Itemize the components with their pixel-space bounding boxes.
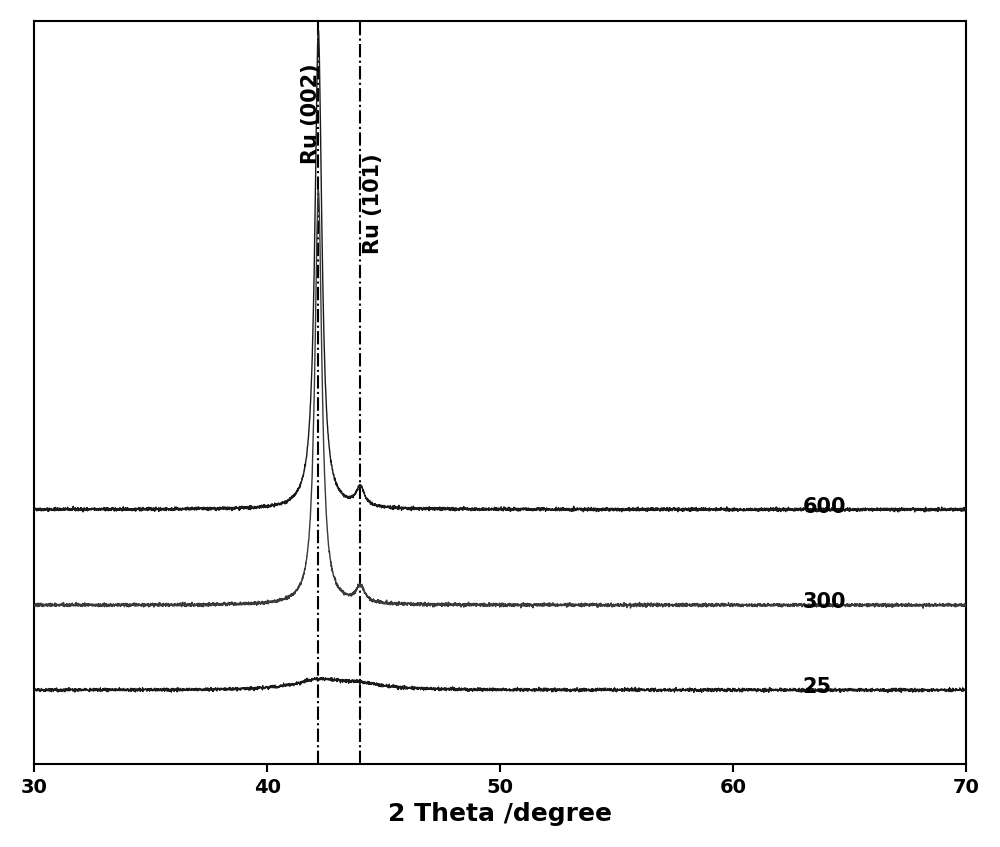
Text: 300: 300 xyxy=(803,592,846,612)
Text: 600: 600 xyxy=(803,497,846,517)
Text: Ru (101): Ru (101) xyxy=(363,153,383,254)
Text: Ru (002): Ru (002) xyxy=(301,64,321,164)
Text: 25: 25 xyxy=(803,678,832,697)
X-axis label: 2 Theta /degree: 2 Theta /degree xyxy=(388,802,612,826)
